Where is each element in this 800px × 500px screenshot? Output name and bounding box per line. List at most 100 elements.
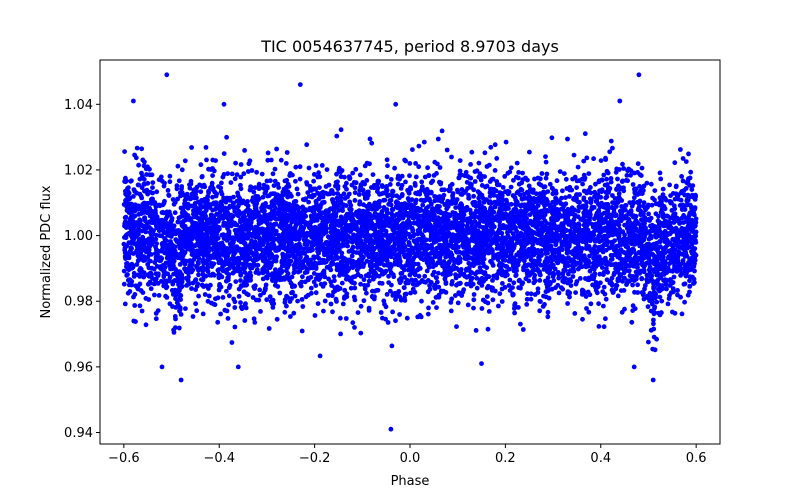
data-point: [484, 183, 490, 189]
data-point: [412, 289, 418, 295]
data-point: [210, 173, 216, 179]
data-point: [518, 208, 524, 214]
data-point: [252, 320, 258, 325]
data-point: [352, 325, 357, 330]
data-point: [170, 304, 175, 309]
data-point: [150, 180, 156, 186]
data-point: [556, 272, 562, 277]
data-point: [413, 174, 419, 180]
data-point: [183, 306, 188, 311]
data-point: [408, 290, 413, 296]
data-point: [288, 171, 293, 176]
data-point: [582, 131, 588, 137]
data-point: [125, 185, 131, 191]
data-point: [148, 258, 153, 264]
data-point: [200, 311, 206, 317]
data-point: [122, 149, 127, 155]
data-point: [431, 173, 437, 178]
data-point: [270, 171, 276, 177]
data-point: [689, 192, 695, 198]
data-point: [507, 225, 513, 230]
data-point: [385, 163, 390, 169]
data-point: [232, 176, 238, 182]
data-point: [430, 300, 436, 305]
data-point: [166, 193, 172, 199]
data-point: [150, 190, 156, 196]
data-point: [304, 142, 310, 148]
data-point: [586, 277, 592, 283]
data-point: [350, 170, 356, 176]
data-point: [692, 197, 698, 202]
data-point: [357, 172, 363, 178]
data-point: [162, 264, 168, 270]
data-point: [512, 310, 517, 316]
data-point: [257, 287, 263, 293]
data-point: [671, 289, 676, 295]
data-point: [293, 178, 298, 184]
data-point: [334, 133, 340, 139]
data-point: [620, 161, 625, 167]
data-point: [660, 186, 666, 192]
data-point: [426, 263, 431, 268]
data-point: [500, 281, 505, 286]
data-point: [242, 148, 248, 153]
data-point: [651, 317, 656, 323]
data-point: [645, 304, 651, 310]
data-point: [349, 247, 355, 252]
data-point: [494, 156, 500, 161]
data-point: [383, 304, 389, 310]
data-point: [334, 299, 339, 304]
data-point: [575, 208, 581, 214]
data-point: [487, 179, 493, 184]
data-point: [574, 279, 580, 284]
data-point: [319, 163, 325, 168]
data-point: [378, 310, 384, 315]
data-point: [224, 288, 229, 294]
data-point: [432, 198, 438, 204]
data-point: [453, 293, 458, 298]
data-point: [604, 176, 609, 182]
data-point: [513, 272, 519, 278]
data-point: [131, 251, 136, 256]
data-point: [436, 270, 441, 276]
data-point: [206, 293, 212, 299]
data-point: [512, 243, 517, 249]
data-point: [338, 315, 343, 321]
data-point: [630, 274, 636, 279]
data-point: [491, 187, 497, 192]
data-point: [203, 145, 209, 150]
data-point: [426, 305, 431, 311]
data-point: [448, 254, 453, 260]
data-point: [126, 250, 132, 256]
data-point: [457, 158, 463, 164]
data-point: [293, 164, 299, 170]
data-point: [179, 184, 185, 189]
data-point: [596, 324, 602, 329]
data-point: [466, 245, 472, 251]
data-point: [315, 301, 321, 306]
data-point: [392, 165, 397, 171]
data-point: [609, 281, 615, 287]
data-point: [435, 161, 440, 167]
data-point: [621, 270, 627, 276]
data-point: [474, 285, 480, 291]
data-point: [681, 281, 687, 287]
data-point: [469, 149, 475, 155]
data-point: [338, 174, 344, 180]
data-point: [384, 292, 390, 297]
data-point: [497, 219, 502, 225]
data-point: [370, 172, 376, 178]
data-point: [280, 245, 286, 251]
data-point: [571, 266, 576, 271]
data-point: [628, 168, 634, 174]
data-point: [295, 191, 301, 197]
data-point: [224, 134, 230, 140]
data-point: [466, 260, 472, 266]
data-point: [471, 193, 476, 199]
data-point: [312, 313, 318, 318]
data-point: [252, 286, 257, 291]
data-point: [644, 295, 650, 300]
data-point: [335, 179, 340, 185]
data-point: [257, 185, 263, 191]
data-point: [121, 281, 127, 287]
